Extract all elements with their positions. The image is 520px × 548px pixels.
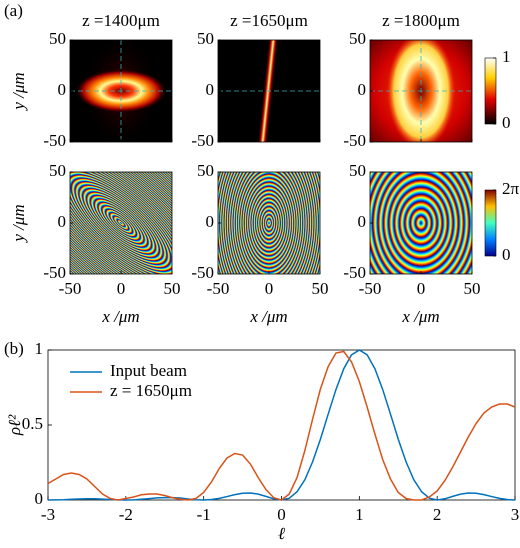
y-tick-label: 50	[197, 29, 214, 48]
phase-image	[218, 172, 320, 274]
phase-image	[70, 172, 172, 274]
intensity-image	[70, 40, 172, 142]
x-tick-label: 0	[417, 279, 426, 298]
y-axis-label: ρℓ²	[5, 414, 24, 436]
y-tick-label: 0	[206, 80, 215, 99]
y-axis-label: y /μm	[9, 204, 28, 243]
x-axis-label: x /μm	[101, 307, 139, 326]
colorbar-tick-label: 0	[502, 113, 511, 132]
intensity-image	[370, 40, 472, 142]
panel-label: (b)	[4, 339, 24, 358]
x-tick-label: -50	[207, 279, 230, 298]
intensity-image	[218, 40, 320, 142]
phase-image	[370, 172, 472, 274]
colorbar-tick-label: 0	[502, 245, 511, 264]
y-tick-label: 0	[206, 212, 215, 231]
panel-title: z =1650μm	[230, 11, 308, 30]
series-line	[47, 350, 516, 501]
y-tick-label: 50	[49, 29, 66, 48]
panel-label: (a)	[4, 1, 23, 20]
y-tick-label: 0	[35, 489, 44, 508]
y-tick-label: 1	[35, 339, 44, 358]
x-tick-label: -50	[359, 279, 382, 298]
x-axis-label: ℓ	[278, 524, 285, 543]
colorbar	[484, 189, 497, 257]
x-tick-label: 0	[265, 279, 274, 298]
y-tick-label: -50	[43, 263, 66, 282]
y-tick-label: 0.5	[22, 414, 43, 433]
legend-label: z = 1650μm	[110, 381, 192, 400]
y-tick-label: 0	[358, 80, 367, 99]
colorbar-tick-label: 1	[502, 47, 511, 66]
x-tick-label: -1	[197, 505, 211, 524]
y-tick-label: -50	[343, 263, 366, 282]
y-tick-label: -50	[191, 263, 214, 282]
x-tick-label: 2	[433, 505, 442, 524]
x-tick-label: 50	[164, 279, 181, 298]
x-tick-label: -2	[119, 505, 133, 524]
y-tick-label: 0	[58, 80, 67, 99]
y-axis-label: y /μm	[9, 72, 28, 111]
x-axis-label: x /μm	[249, 307, 287, 326]
colorbar	[484, 57, 497, 125]
y-tick-label: 50	[197, 161, 214, 180]
x-tick-label: 1	[355, 505, 364, 524]
y-tick-label: 50	[349, 161, 366, 180]
x-tick-label: 50	[464, 279, 481, 298]
x-tick-label: -50	[59, 279, 82, 298]
x-axis-label: x /μm	[401, 307, 439, 326]
y-tick-label: 0	[358, 212, 367, 231]
panel-title: z =1400μm	[82, 11, 160, 30]
colorbar-tick-label: 2π	[502, 179, 520, 198]
panel-title: z =1800μm	[382, 11, 460, 30]
x-tick-label: 3	[511, 505, 520, 524]
y-tick-label: 50	[49, 161, 66, 180]
x-tick-label: 0	[277, 505, 286, 524]
y-tick-label: -50	[43, 131, 66, 150]
y-tick-label: -50	[343, 131, 366, 150]
x-tick-label: 50	[312, 279, 329, 298]
legend-label: Input beam	[110, 361, 187, 380]
x-tick-label: 0	[117, 279, 126, 298]
y-tick-label: 0	[58, 212, 67, 231]
y-tick-label: -50	[191, 131, 214, 150]
y-tick-label: 50	[349, 29, 366, 48]
x-tick-label: -3	[41, 505, 55, 524]
